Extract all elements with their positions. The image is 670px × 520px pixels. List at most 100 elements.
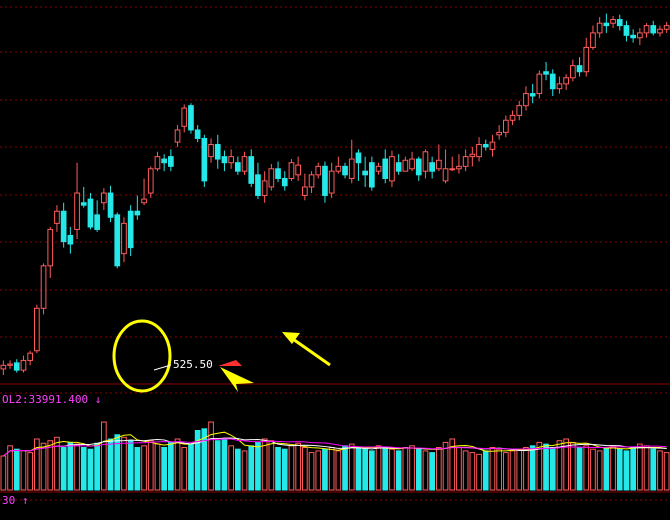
volume-bar <box>536 441 543 491</box>
volume-bar <box>295 442 301 491</box>
volume-bar <box>27 452 33 491</box>
volume-bar <box>7 445 13 491</box>
arrow-left-icon <box>218 360 254 392</box>
candle-body <box>13 362 20 371</box>
candle-body <box>549 73 556 90</box>
candle-body <box>101 192 107 204</box>
candle-body <box>295 164 301 176</box>
volume-bar <box>248 445 255 491</box>
candle-body <box>362 170 368 176</box>
candle-body <box>643 25 650 34</box>
volume-bar <box>127 440 134 491</box>
volume-bar <box>188 443 194 491</box>
volume-bar <box>362 448 368 491</box>
candle-body <box>60 210 67 243</box>
volume-bar <box>449 438 456 491</box>
candle-body <box>134 210 141 216</box>
candle-body <box>496 131 502 136</box>
volume-bar <box>442 441 449 491</box>
arrow-up-left-icon <box>282 332 331 367</box>
candle-body <box>355 152 362 164</box>
candle-body <box>288 162 295 179</box>
volume-bar <box>221 438 228 491</box>
volume-bar <box>114 434 121 491</box>
candle-body <box>616 19 623 27</box>
volume-bar <box>382 447 389 491</box>
candle-body <box>489 141 496 150</box>
highlight-ellipse <box>112 319 172 393</box>
volume-bar <box>261 438 268 491</box>
volume-bar <box>650 448 657 491</box>
volume-bar <box>87 448 94 491</box>
volume-bar <box>60 447 67 491</box>
volume-bar <box>415 448 422 491</box>
volume-bar <box>436 447 442 491</box>
volume-bar <box>422 450 429 491</box>
volume-bar <box>194 430 201 491</box>
candle-body <box>308 174 315 188</box>
price-label: 525.50 <box>173 358 213 371</box>
candle-body <box>610 19 616 24</box>
candle-body <box>174 129 181 143</box>
candle-body <box>188 105 194 131</box>
candle-body <box>516 105 523 116</box>
candle-body <box>382 158 389 179</box>
volume-bar <box>161 447 167 491</box>
candle-body <box>315 165 322 176</box>
candle-body <box>603 22 610 27</box>
candle-body <box>74 192 80 230</box>
volume-bar <box>355 447 362 491</box>
annotations: 525.50 <box>112 319 331 393</box>
volume-bar <box>389 448 395 491</box>
volume-bar <box>369 450 375 491</box>
candle-body <box>563 77 569 85</box>
candle-body <box>54 210 60 224</box>
volume-bar <box>496 448 502 491</box>
candle-body <box>529 93 536 97</box>
candle-body <box>20 359 27 371</box>
volume-bar <box>342 445 348 491</box>
volume-ma-yellow <box>3 431 667 457</box>
volume-bar <box>516 448 523 491</box>
volume-bar <box>456 447 462 491</box>
candle-body <box>590 32 596 48</box>
candle-body <box>449 168 456 171</box>
candle-body <box>201 137 208 182</box>
volume-bar <box>214 440 221 491</box>
candle-body <box>509 114 516 121</box>
volume-bar <box>616 448 623 491</box>
candle-body <box>281 177 288 187</box>
candle-body <box>107 192 114 218</box>
volume-bar <box>121 436 127 491</box>
volume-bar <box>563 438 569 491</box>
candle-body <box>255 174 261 196</box>
volume-bar <box>181 447 188 491</box>
candle-body <box>543 71 549 75</box>
candle-body <box>221 156 228 164</box>
volume-bar <box>503 452 509 491</box>
volume-bar <box>482 450 489 491</box>
volume-bar <box>556 440 563 491</box>
candle-body <box>141 198 147 204</box>
volume-bar <box>201 428 208 491</box>
volume-bar <box>255 441 261 491</box>
candle-body <box>348 158 355 179</box>
candle-body <box>395 162 402 172</box>
volume-ma-magenta <box>3 438 667 457</box>
volume-bar <box>288 445 295 491</box>
price-callout-line <box>153 364 172 371</box>
candle-body <box>402 159 409 172</box>
candle-body <box>214 144 221 160</box>
volume-bar <box>590 448 596 491</box>
volume-bar <box>315 450 322 491</box>
candle-body <box>630 34 636 39</box>
volume-bar <box>235 448 241 491</box>
candle-body <box>663 25 670 30</box>
bottom-readout: 30 ↑ <box>2 494 29 507</box>
volume-bar <box>34 438 40 491</box>
candle-body <box>194 129 201 139</box>
volume-bar <box>328 447 335 491</box>
candle-body <box>637 32 643 39</box>
candle-body <box>208 144 214 158</box>
volume-bar <box>576 447 583 491</box>
